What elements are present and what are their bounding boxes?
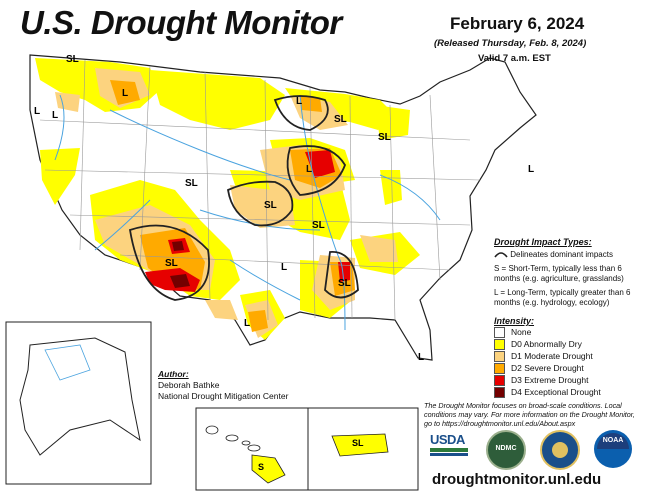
label-l-oregon: L bbox=[52, 110, 59, 121]
label-sl-michigan: SL bbox=[378, 132, 391, 143]
intensity-label-d2: D2 Severe Drought bbox=[511, 363, 584, 373]
disclaimer-text: The Drought Monitor focuses on broad-sca… bbox=[424, 401, 635, 428]
impact-boundary-label: Delineates dominant impacts bbox=[510, 250, 613, 259]
swatch-d2 bbox=[494, 363, 505, 375]
label-sl-mississippi: SL bbox=[338, 278, 351, 289]
impact-legend-heading: Drought Impact Types: bbox=[494, 237, 592, 247]
d4-regions bbox=[170, 241, 190, 288]
map-title: U.S. Drought Monitor bbox=[20, 4, 342, 41]
swatch-d4 bbox=[494, 387, 505, 399]
impact-legend: Drought Impact Types: Delineates dominan… bbox=[494, 237, 642, 308]
impact-long-term: L = Long-Term, typically greater than 6 … bbox=[494, 288, 631, 307]
intensity-label-none: None bbox=[511, 327, 532, 337]
ndmc-logo-text: NDMC bbox=[495, 445, 517, 452]
usda-logo: USDA bbox=[430, 432, 468, 462]
swatch-d1 bbox=[494, 351, 505, 363]
swatch-d3 bbox=[494, 375, 505, 387]
author-block: Author: Deborah Bathke National Drought … bbox=[158, 369, 288, 402]
intensity-row-d3: D3 Extreme Drought bbox=[494, 374, 642, 387]
usda-logo-text: USDA bbox=[430, 432, 465, 447]
intensity-row-d4: D4 Exceptional Drought bbox=[494, 386, 642, 399]
label-sl-kansas: SL bbox=[264, 200, 277, 211]
swatch-d0 bbox=[494, 339, 505, 351]
hawaii-big-island bbox=[251, 454, 286, 484]
website-url[interactable]: droughtmonitor.unl.edu bbox=[432, 471, 602, 488]
noaa-logo: NOAA bbox=[594, 430, 632, 468]
noaa-logo-text: NOAA bbox=[602, 437, 624, 444]
intensity-label-d3: D3 Extreme Drought bbox=[511, 375, 589, 385]
label-sl-missouri: SL bbox=[312, 220, 325, 231]
ndmc-logo: NDMC bbox=[486, 430, 526, 470]
intensity-label-d1: D1 Moderate Drought bbox=[511, 351, 593, 361]
label-l-washington: L bbox=[34, 106, 41, 117]
intensity-row-d2: D2 Severe Drought bbox=[494, 362, 642, 375]
label-sl-new-mexico: SL bbox=[165, 258, 178, 269]
label-sl-wisconsin: SL bbox=[334, 114, 347, 125]
label-l-texas: L bbox=[244, 318, 251, 329]
label-l-florida: L bbox=[418, 352, 425, 363]
impact-boundaries bbox=[128, 95, 359, 301]
label-l-iowa: L bbox=[306, 164, 313, 175]
label-sl-northwest: SL bbox=[66, 54, 79, 65]
map-date: February 6, 2024 bbox=[450, 14, 585, 33]
author-name: Deborah Bathke bbox=[158, 380, 220, 390]
intensity-label-d4: D4 Exceptional Drought bbox=[511, 387, 601, 397]
hawaii-islands bbox=[205, 425, 261, 452]
label-s-hawaii: S bbox=[258, 462, 265, 472]
alaska-outline bbox=[19, 337, 141, 456]
intensity-row-d1: D1 Moderate Drought bbox=[494, 350, 642, 363]
puerto-rico-outline bbox=[331, 433, 389, 457]
rivers bbox=[54, 94, 441, 331]
label-l-northeast: L bbox=[528, 164, 535, 175]
intensity-row-d0: D0 Abnormally Dry bbox=[494, 338, 642, 351]
impact-boundary-row: Delineates dominant impacts bbox=[494, 250, 642, 260]
swatch-none bbox=[494, 327, 505, 339]
intensity-label-d0: D0 Abnormally Dry bbox=[511, 339, 582, 349]
label-l-minnesota: L bbox=[296, 96, 303, 107]
label-sl-colorado: SL bbox=[185, 178, 198, 189]
intensity-legend-heading: Intensity: bbox=[494, 316, 535, 326]
intensity-legend: Intensity: None D0 Abnormally Dry D1 Mod… bbox=[494, 316, 642, 399]
state-lines bbox=[39, 59, 481, 321]
release-date: (Released Thursday, Feb. 8, 2024) bbox=[434, 38, 587, 49]
intensity-row-none: None bbox=[494, 326, 642, 339]
valid-time: Valid 7 a.m. EST bbox=[478, 53, 551, 64]
boundary-line-icon bbox=[494, 252, 508, 258]
label-sl-puerto-rico: SL bbox=[352, 438, 364, 448]
label-l-montana: L bbox=[122, 88, 129, 99]
author-heading: Author: bbox=[158, 369, 189, 379]
author-org: National Drought Mitigation Center bbox=[158, 391, 289, 401]
impact-short-term: S = Short-Term, typically less than 6 mo… bbox=[494, 264, 624, 283]
commerce-seal-logo bbox=[540, 430, 580, 470]
label-l-oklahoma: L bbox=[281, 262, 288, 273]
